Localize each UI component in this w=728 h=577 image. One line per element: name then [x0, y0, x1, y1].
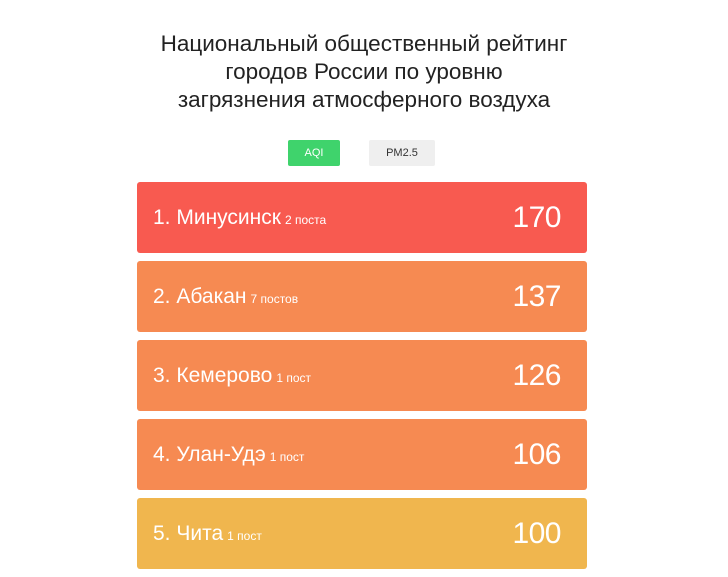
aqi-value: 100 [512, 517, 561, 550]
page-title-line: городов России по уровню [225, 59, 503, 84]
ranking-row-label: 5. Чита 1 пост [153, 498, 262, 569]
posts-count: 1 пост [276, 371, 312, 385]
city-name: 5. Чита [153, 522, 224, 545]
ranking-row-label: 3. Кемерово 1 пост [153, 340, 311, 411]
ranking-row[interactable]: 4. Улан-Удэ 1 пост 106 [137, 419, 587, 490]
page-title-line: загрязнения атмосферного воздуха [177, 87, 551, 112]
posts-count: 7 постов [250, 292, 299, 306]
page-title-line: Национальный общественный рейтинг [160, 31, 568, 56]
ranking-row[interactable]: 5. Чита 1 пост 100 [137, 498, 587, 569]
ranking-row-label: 2. Абакан 7 постов [153, 261, 298, 332]
city-name: 4. Улан-Удэ [153, 443, 266, 466]
ranking-row-label: 4. Улан-Удэ 1 пост [153, 419, 304, 490]
page-title: Национальный общественный рейтинг городо… [0, 30, 728, 114]
tab-aqi[interactable]: AQI [288, 140, 340, 166]
posts-count: 2 поста [284, 213, 327, 227]
aqi-value: 106 [512, 438, 561, 471]
aqi-value: 126 [512, 359, 561, 392]
ranking-row[interactable]: 2. Абакан 7 постов 137 [137, 261, 587, 332]
city-name: 3. Кемерово [153, 364, 273, 387]
ranking-list: 1. Минусинск 2 поста 170 2. Абакан 7 посто… [137, 182, 587, 577]
tab-pm25[interactable]: PM2.5 [369, 140, 435, 166]
aqi-value: 170 [512, 201, 561, 234]
city-name: 2. Абакан [153, 285, 247, 308]
posts-count: 1 пост [227, 529, 262, 543]
posts-count: 1 пост [269, 450, 305, 464]
ranking-row[interactable]: 3. Кемерово 1 пост 126 [137, 340, 587, 411]
metric-tabs: AQI PM2.5 [0, 140, 728, 166]
ranking-row[interactable]: 1. Минусинск 2 поста 170 [137, 182, 587, 253]
ranking-row-label: 1. Минусинск 2 поста [153, 182, 326, 253]
city-name: 1. Минусинск [153, 206, 281, 229]
aqi-value: 137 [512, 280, 561, 313]
